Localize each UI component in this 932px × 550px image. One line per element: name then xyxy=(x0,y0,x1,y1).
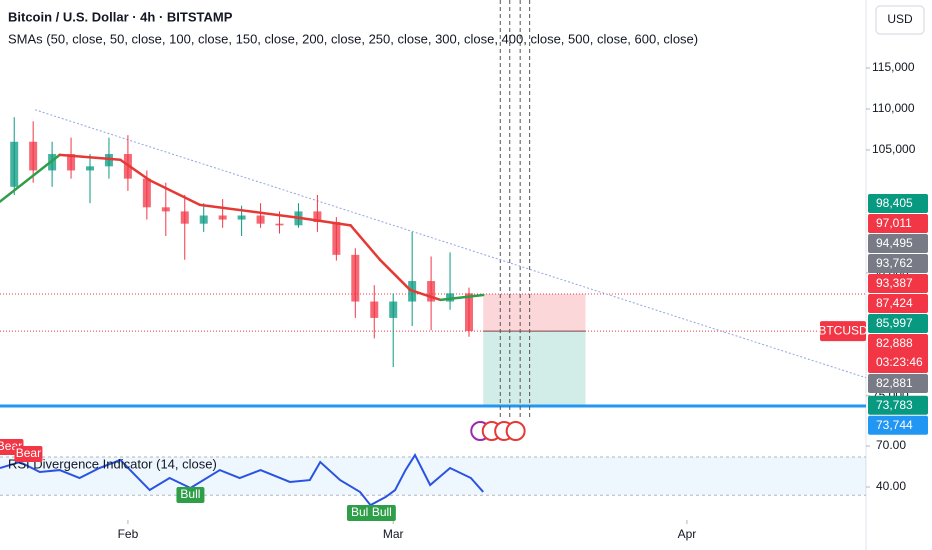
price-label: 73,744 xyxy=(868,415,928,435)
candle-body xyxy=(29,141,38,171)
sma-line xyxy=(198,203,302,220)
price-label: 73,783 xyxy=(868,395,928,415)
price-label-bg xyxy=(868,253,928,273)
sma-line xyxy=(148,179,202,207)
sma-line xyxy=(0,153,61,203)
currency-button[interactable] xyxy=(875,5,925,35)
sma-line xyxy=(299,216,352,227)
price-label-bg xyxy=(868,193,928,213)
trendline xyxy=(34,109,867,379)
symbol-tag-bg xyxy=(820,321,866,342)
stop-zone xyxy=(483,293,586,332)
x-tick-label: Apr xyxy=(678,527,697,541)
sma-line xyxy=(349,224,382,261)
candle-body xyxy=(465,293,474,332)
candle-body xyxy=(180,211,189,224)
signal-tag: Bull xyxy=(367,505,396,521)
symbol: BTCUSD xyxy=(818,323,868,337)
price-label-bg xyxy=(868,273,928,293)
x-tick-label: Mar xyxy=(383,527,404,541)
signal-bg xyxy=(367,505,396,521)
candle-body xyxy=(389,301,398,318)
price-label: 85,997 xyxy=(868,313,928,333)
price-label-text: 82,881 xyxy=(876,376,913,390)
event-icon xyxy=(505,421,526,441)
price-label-bg xyxy=(868,293,928,313)
signal-tag: Bear xyxy=(14,446,43,462)
candle-body xyxy=(351,254,360,302)
candle-body xyxy=(142,178,151,208)
sma-line xyxy=(58,153,122,162)
symbol-tag: BTCUSD xyxy=(818,321,868,342)
signal-label: Bull xyxy=(351,505,371,519)
price-label-text: 97,011 xyxy=(876,216,912,230)
candle-body xyxy=(199,215,208,224)
candle-body xyxy=(427,281,436,302)
rsi-tick-label: 70.00 xyxy=(876,438,906,452)
sma-line xyxy=(378,258,412,292)
price-label-text: 73,783 xyxy=(876,398,913,412)
signal-bg xyxy=(176,487,205,503)
price-label-bg xyxy=(868,415,928,435)
y-tick-label: 105,000 xyxy=(872,142,916,156)
candle-body xyxy=(332,222,341,255)
rsi-band xyxy=(0,456,866,496)
price-label-text: 85,997 xyxy=(876,316,913,330)
candle-body xyxy=(313,211,322,223)
candle-body xyxy=(218,215,227,220)
candle-body xyxy=(370,301,379,318)
signal-tag: Bull xyxy=(176,487,205,503)
countdown: 03:23:46 xyxy=(876,355,923,369)
price-label-text: 73,744 xyxy=(876,418,913,432)
price-label: 82,888 03:23:46 xyxy=(868,333,928,373)
signal-label: Bear xyxy=(16,446,41,460)
candle-body xyxy=(10,141,19,187)
price-label: 87,424 xyxy=(868,293,928,313)
price-label-text: 93,762 xyxy=(876,256,913,270)
y-tick-label: 115,000 xyxy=(872,60,915,74)
price-label-bg xyxy=(868,333,928,373)
price-label: 94,495 xyxy=(868,233,928,253)
target-zone xyxy=(483,331,586,406)
chart-subtitle: SMAs (50, close, 50, close, 100, close, … xyxy=(8,31,698,46)
chart-title: Bitcoin / U.S. Dollar · 4h · BITSTAMP xyxy=(8,9,233,24)
price-label: 82,881 xyxy=(868,373,928,393)
candle-body xyxy=(161,207,170,212)
candle-body xyxy=(237,215,246,220)
price-label-text: 94,495 xyxy=(876,236,913,250)
price-label: 93,387 xyxy=(868,273,928,293)
x-tick-label: Feb xyxy=(118,527,139,541)
price-label: 93,762 xyxy=(868,253,928,273)
price-label-bg xyxy=(868,373,928,393)
candle-body xyxy=(275,223,284,226)
price-label-text: 82,888 xyxy=(876,336,913,350)
price-label: 98,405 xyxy=(868,193,928,213)
signal-bg xyxy=(14,446,43,462)
plot: 115,000110,000105,00090,00075,000FebMarA… xyxy=(0,0,928,541)
candle-body xyxy=(86,166,95,171)
price-label-bg xyxy=(868,233,928,253)
sma-line xyxy=(119,158,151,182)
candle-body xyxy=(67,154,76,171)
candle-body xyxy=(446,293,455,302)
rsi-line xyxy=(0,453,484,507)
price-label-bg xyxy=(868,313,928,333)
signal-label: Bull xyxy=(180,487,200,501)
candle-body xyxy=(256,215,265,224)
candle-body xyxy=(104,154,113,167)
sma-line xyxy=(439,293,485,302)
sma-line xyxy=(409,288,442,302)
y-tick-label: 110,000 xyxy=(872,101,915,115)
price-label-text: 98,405 xyxy=(876,196,913,210)
currency[interactable]: USD xyxy=(887,12,913,26)
price-label-bg xyxy=(868,213,928,233)
price-label-text: 87,424 xyxy=(876,296,913,310)
price-label-bg xyxy=(868,395,928,415)
rsi-tick-label: 40.00 xyxy=(876,479,906,493)
rsi-title: RSI Divergence Indicator (14, close) xyxy=(8,456,217,471)
price-label: 97,011 xyxy=(868,213,928,233)
signal-label: Bull xyxy=(372,505,392,519)
price-label-text: 93,387 xyxy=(876,276,913,290)
